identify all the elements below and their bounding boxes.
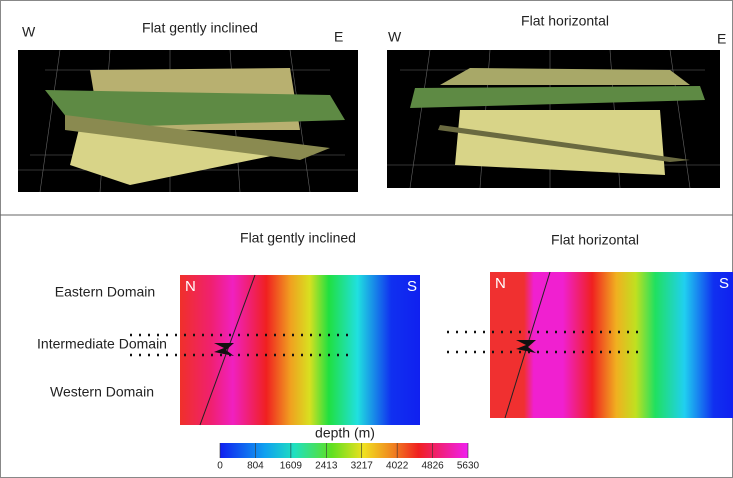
colorbar-tick-label: 2413	[315, 461, 338, 472]
domain-label: Western Domain	[50, 384, 154, 400]
colorbar-tick-label: 4022	[386, 461, 409, 472]
colorbar-tick-label: 5630	[457, 461, 480, 472]
domain-label: Intermediate Domain	[37, 336, 167, 352]
direction-label: S	[719, 275, 729, 292]
colorbar	[220, 443, 468, 458]
depth-map-left	[180, 275, 420, 425]
direction-label: E	[334, 29, 343, 45]
direction-label: E	[717, 31, 726, 47]
direction-label: S	[407, 278, 417, 295]
figure: Flat gently inclined W E Flat horizontal…	[0, 0, 733, 478]
domain-label: Eastern Domain	[55, 284, 155, 300]
render-left	[18, 50, 358, 192]
colorbar-title: depth (m)	[315, 425, 375, 441]
colorbar-tick-label: 1609	[280, 461, 303, 472]
colorbar-tick-label: 3217	[351, 461, 374, 472]
colorbar-tick-label: 4826	[421, 461, 444, 472]
panel-title: Flat horizontal	[521, 13, 609, 29]
panel-title: Flat gently inclined	[142, 20, 258, 36]
panel-title: Flat gently inclined	[240, 230, 356, 246]
colorbar-tick-label: 804	[247, 461, 264, 472]
direction-label: N	[495, 275, 506, 292]
panel-title: Flat horizontal	[551, 232, 639, 248]
colorbar-tick-label: 0	[217, 461, 223, 472]
direction-label: N	[185, 278, 196, 295]
direction-label: W	[22, 24, 36, 40]
direction-label: W	[388, 29, 402, 45]
render-right	[387, 50, 720, 188]
